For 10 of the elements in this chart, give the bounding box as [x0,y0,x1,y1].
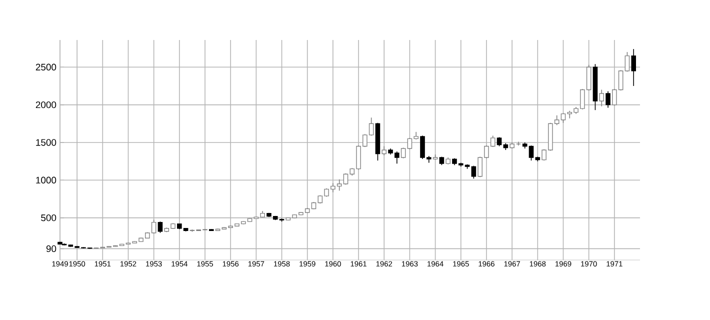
y-tick-label: 1000 [36,176,56,184]
candlestick [599,89,604,107]
y-tick-label: 2000 [36,101,56,108]
candlestick [382,146,387,156]
y-tick-label: 1500 [36,139,56,146]
candlestick [606,90,610,108]
y-tick-label: 500 [41,214,56,222]
y-tick-label: 90 [46,245,56,252]
candlestick [631,48,636,86]
y-tick-label: 2500 [36,64,56,70]
